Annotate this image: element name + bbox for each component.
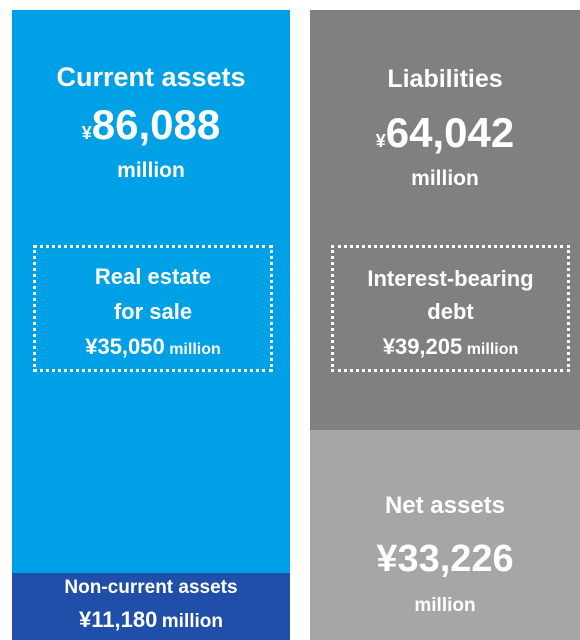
currency: ¥ bbox=[81, 123, 92, 143]
net-assets-label: Net assets bbox=[384, 492, 506, 519]
non-current-assets-block: Non-current assets ¥11,180 million bbox=[12, 573, 290, 640]
amount: ¥33,226 bbox=[376, 538, 514, 580]
current-assets-block: Current assets ¥86,088 million Real esta… bbox=[12, 10, 290, 573]
amount: ¥35,050 bbox=[85, 334, 165, 359]
unit: million bbox=[414, 595, 476, 616]
real-estate-box: Real estate for sale ¥35,050 million bbox=[33, 245, 273, 372]
debt-line: Interest-bearing bbox=[367, 266, 534, 291]
real-estate-amount-line: ¥35,050 million bbox=[36, 336, 270, 358]
net-assets-block: Net assets ¥33,226 million bbox=[310, 430, 580, 640]
unit: million bbox=[117, 159, 185, 182]
liabilities-block: Liabilities ¥64,042 million Interest-bea… bbox=[310, 10, 580, 430]
debt-amount-line: ¥39,205 million bbox=[334, 336, 567, 358]
unit: million bbox=[161, 611, 223, 632]
amount: 86,088 bbox=[91, 101, 221, 148]
amount: ¥39,205 bbox=[382, 334, 463, 359]
interest-bearing-box: Interest-bearing debt ¥39,205 million bbox=[331, 245, 570, 372]
non-current-assets-label: Non-current assets bbox=[64, 577, 238, 598]
debt-line: debt bbox=[427, 299, 474, 324]
currency: ¥ bbox=[375, 131, 386, 151]
current-assets-label: Current assets bbox=[56, 62, 246, 92]
current-assets-amount-line: ¥86,088 bbox=[12, 104, 290, 146]
real-estate-line: for sale bbox=[113, 299, 193, 324]
liabilities-label: Liabilities bbox=[387, 65, 503, 93]
unit: million bbox=[466, 341, 519, 358]
amount: ¥11,180 bbox=[79, 607, 158, 632]
amount: 64,042 bbox=[385, 109, 515, 156]
unit: million bbox=[169, 341, 221, 358]
non-current-amount-line: ¥11,180 million bbox=[12, 607, 290, 632]
liabilities-amount-line: ¥64,042 bbox=[310, 112, 580, 154]
unit: million bbox=[411, 167, 479, 190]
real-estate-line: Real estate bbox=[94, 264, 212, 289]
